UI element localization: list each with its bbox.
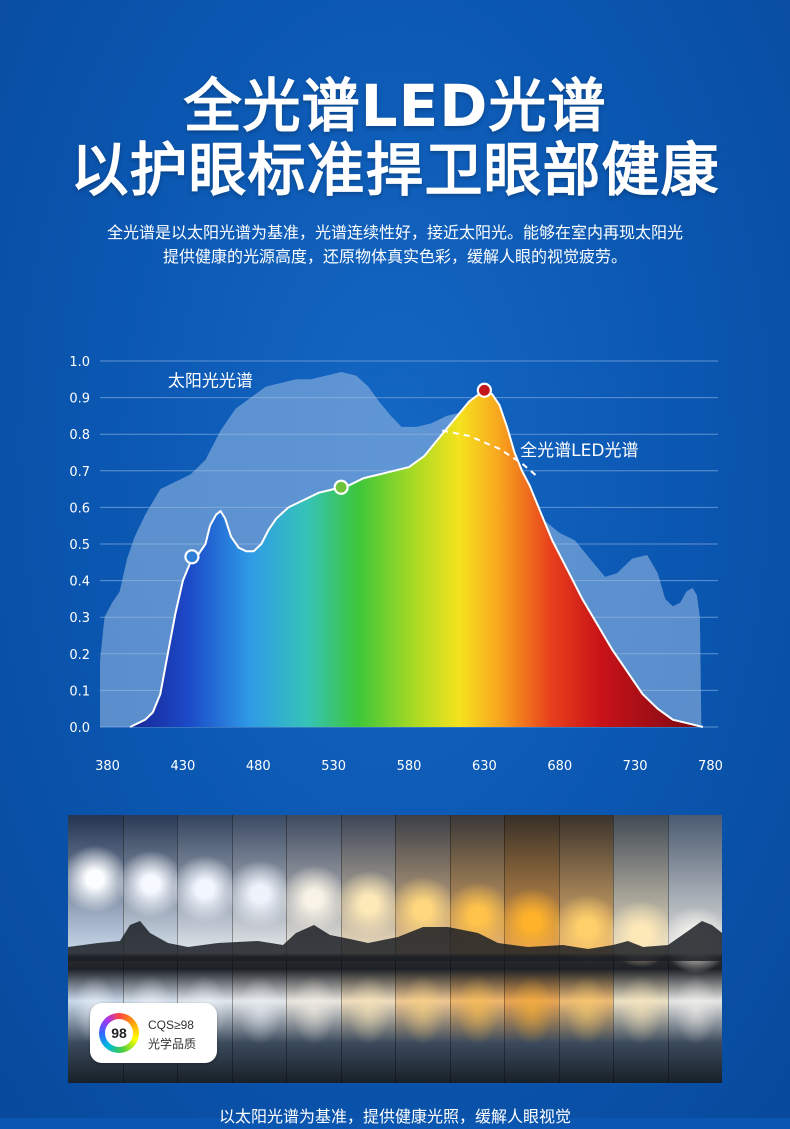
description-line1: 全光谱是以太阳光谱为基准，光谱连续性好，接近太阳光。能够在室内再现太阳光 <box>106 223 683 242</box>
page-title-line1: 全光谱LED光谱 <box>183 72 607 140</box>
y-axis-ticks: 0.0 0.1 0.2 0.3 0.4 0.5 0.6 0.7 0.8 0.9 1.0 <box>69 355 90 736</box>
x-axis-ticks: 380 430 480 530 580 630 680 730 780 <box>95 759 723 774</box>
sunlight-spectrum-label: 太阳光光谱 <box>168 372 253 392</box>
led-spectrum-label: 全光谱LED光谱 <box>520 441 638 461</box>
y-tick-label: 0.3 <box>69 611 90 626</box>
x-tick-label: 730 <box>623 759 648 774</box>
x-tick-label: 680 <box>547 759 572 774</box>
x-tick-label: 380 <box>95 759 120 774</box>
y-tick-label: 0.6 <box>69 501 90 516</box>
mountain-shape <box>68 921 722 961</box>
water-reflection <box>346 975 391 1045</box>
water-reflection <box>455 975 500 1045</box>
y-tick-label: 0.2 <box>69 648 90 663</box>
water-reflection <box>673 975 718 1045</box>
x-tick-label: 430 <box>170 759 195 774</box>
cqs-badge-caption: 光学品质 <box>148 1037 197 1051</box>
water-reflection <box>401 975 446 1045</box>
water-reflection <box>619 975 664 1045</box>
led-spectrum-fill <box>130 390 703 727</box>
page-title-line2: 以护眼标准捍卫眼部健康 <box>70 136 720 204</box>
x-tick-label: 480 <box>246 759 271 774</box>
spectrum-chart: 0.0 0.1 0.2 0.3 0.4 0.5 0.6 0.7 0.8 0.9 1.0 380 430… <box>69 355 723 774</box>
cqs-badge-number: 98 <box>111 1025 127 1041</box>
footer-text: 以太阳光谱为基准，提供健康光照，缓解人眼视觉 <box>218 1107 571 1126</box>
mountain-silhouette <box>68 921 722 961</box>
led-spectrum-marker <box>333 479 349 495</box>
led-spectrum-markers <box>184 382 492 565</box>
y-tick-label: 0.8 <box>69 428 90 443</box>
cqs-badge-label: CQS≥98 <box>148 1018 194 1032</box>
led-spectrum-dashed-line <box>442 429 538 478</box>
y-tick-label: 0.1 <box>69 684 90 699</box>
cqs-ring-icon: 98 <box>99 1013 139 1053</box>
x-tick-label: 780 <box>698 759 723 774</box>
led-spectrum-marker <box>184 549 200 565</box>
water-reflection <box>292 975 337 1045</box>
y-tick-label: 0.9 <box>69 392 90 407</box>
water-reflection <box>510 975 555 1045</box>
x-tick-label: 530 <box>321 759 346 774</box>
cqs-badge: 98 CQS≥98 光学品质 <box>90 1003 217 1063</box>
y-tick-label: 1.0 <box>69 355 90 370</box>
description-line2: 提供健康的光源高度，还原物体真实色彩，缓解人眼的视觉疲劳。 <box>162 247 627 266</box>
y-tick-label: 0.4 <box>69 575 90 590</box>
y-tick-label: 0.7 <box>69 465 90 480</box>
x-tick-label: 630 <box>472 759 497 774</box>
led-spectrum-marker <box>476 382 492 398</box>
water-reflection <box>564 975 609 1045</box>
y-tick-label: 0.5 <box>69 538 90 553</box>
x-tick-label: 580 <box>397 759 422 774</box>
y-tick-label: 0.0 <box>69 721 90 736</box>
water-reflection <box>237 975 282 1045</box>
